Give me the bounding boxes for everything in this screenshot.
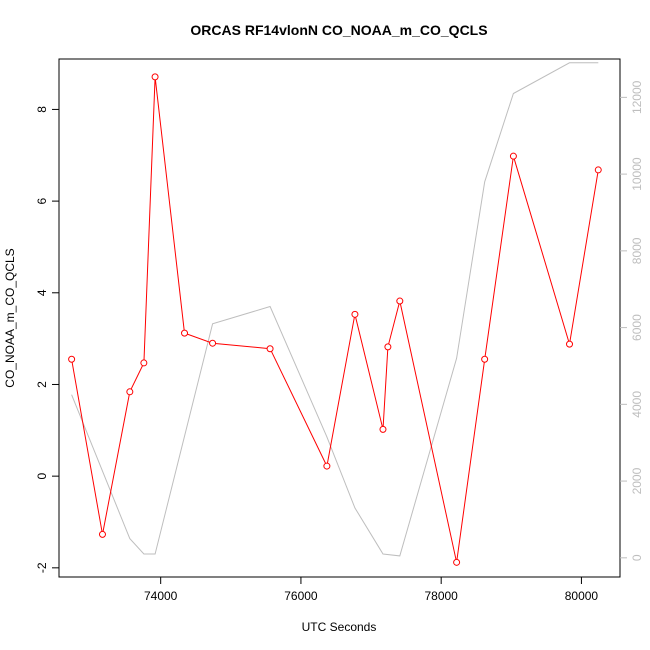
x-tick-label: 78000: [424, 589, 458, 603]
y-tick-label: 0: [35, 472, 49, 479]
co-data-point: [126, 388, 134, 396]
y-axis-label: CO_NOAA_m_CO_QCLS: [3, 248, 17, 387]
y2-tick-label: 12000: [630, 80, 644, 114]
y2-tick-label: 6000: [630, 314, 644, 341]
y-tick-label: -2: [35, 562, 49, 573]
x-tick-label: 76000: [284, 589, 318, 603]
x-tick-label: 74000: [144, 589, 178, 603]
y-tick-label: 8: [35, 106, 49, 113]
y-axis-right: 0 2000 4000 6000 8000 10000 12000: [620, 80, 644, 561]
x-axis: 74000 76000 78000 80000: [144, 577, 598, 603]
co-data-point: [384, 343, 392, 351]
series-layer: [68, 62, 602, 566]
co-data-point: [68, 355, 76, 363]
co-data-point: [323, 462, 331, 470]
co-data-point: [566, 340, 574, 348]
y-axis-left: -2 0 2 4 6 8: [35, 106, 59, 573]
co-data-point: [140, 359, 148, 367]
co-data-point: [151, 73, 159, 81]
y-tick-label: 6: [35, 197, 49, 204]
altitude-series-line: [71, 62, 599, 557]
y2-tick-label: 10000: [630, 157, 644, 191]
y-tick-label: 4: [35, 289, 49, 296]
co-data-point: [453, 558, 461, 566]
co-data-point: [509, 152, 517, 160]
co-data-point: [351, 310, 359, 318]
co-data-point: [209, 339, 217, 347]
co-data-point: [266, 345, 274, 353]
y2-tick-label: 0: [630, 554, 644, 561]
co-data-point: [481, 355, 489, 363]
y2-tick-label: 2000: [630, 467, 644, 494]
co-data-point: [181, 329, 189, 337]
co-data-point: [98, 530, 106, 538]
x-tick-label: 80000: [565, 589, 599, 603]
x-axis-label: UTC Seconds: [302, 620, 377, 634]
co-data-point: [396, 297, 404, 305]
co-series-line: [71, 76, 599, 563]
y2-tick-label: 4000: [630, 391, 644, 418]
y2-tick-label: 8000: [630, 237, 644, 264]
chart-title: ORCAS RF14vlonN CO_NOAA_m_CO_QCLS: [190, 22, 487, 38]
co-data-point: [379, 425, 387, 433]
y-tick-label: 2: [35, 381, 49, 388]
plot-frame: [58, 58, 621, 578]
co-data-point: [594, 166, 602, 174]
